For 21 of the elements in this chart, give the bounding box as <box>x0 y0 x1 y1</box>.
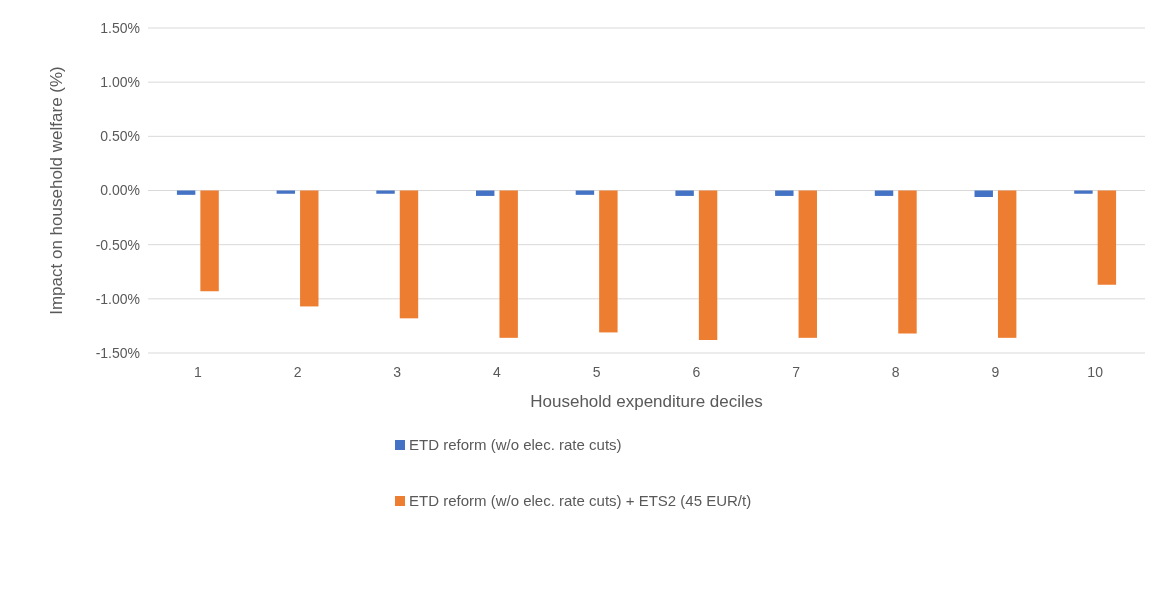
legend-label: ETD reform (w/o elec. rate cuts) <box>409 436 622 454</box>
y-tick-label: 0.50% <box>100 128 140 145</box>
y-axis-title: Impact on household welfare (%) <box>47 66 66 315</box>
x-tick-label: 3 <box>393 364 402 380</box>
x-tick-label: 4 <box>493 364 502 380</box>
x-tick-label: 10 <box>1087 364 1104 380</box>
x-axis-title: Household expenditure deciles <box>530 392 763 411</box>
x-tick-label: 5 <box>592 364 601 380</box>
y-tick-label: -1.00% <box>95 290 140 307</box>
x-tick-label: 7 <box>792 364 801 380</box>
y-tick-label: -0.50% <box>95 236 140 253</box>
x-tick-label: 8 <box>891 364 900 380</box>
y-tick-label: 1.00% <box>100 74 140 91</box>
x-tick-label: 9 <box>991 364 1000 380</box>
x-tick-label: 6 <box>692 364 701 380</box>
x-tick-label: 2 <box>293 364 302 380</box>
legend-label: ETD reform (w/o elec. rate cuts) + ETS2 (45 EUR/t) <box>409 492 752 510</box>
x-tick-label: 1 <box>193 364 202 380</box>
y-tick-label: -1.50% <box>95 344 140 361</box>
y-tick-label: 0.00% <box>100 182 140 199</box>
y-tick-label: 1.50% <box>100 19 140 36</box>
